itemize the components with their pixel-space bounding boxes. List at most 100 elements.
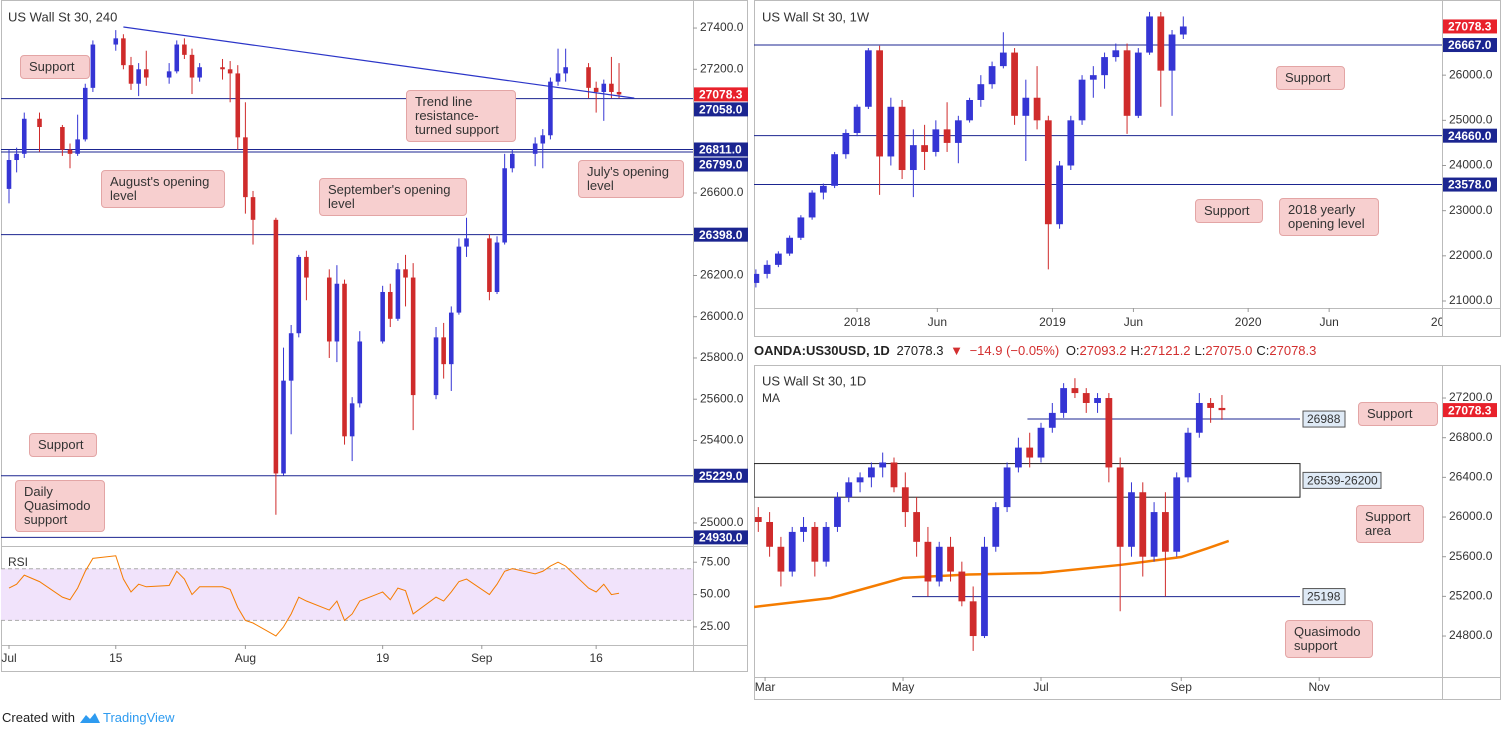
candle-body	[1011, 52, 1018, 116]
chart-title: US Wall St 30, 240	[8, 9, 117, 24]
candle-body	[1101, 57, 1108, 76]
candle-body	[797, 217, 805, 238]
symbol-header: OANDA:US30USD, 1D 27078.3 ▼ −14.9 (−0.05…	[754, 343, 1323, 358]
level-tag	[694, 157, 748, 172]
annotation: August's opening level	[101, 170, 225, 208]
x-tick-label: Jun	[1319, 315, 1338, 329]
candle-body	[879, 462, 887, 468]
y-tick-label: 26000.0	[1449, 509, 1493, 523]
y-tick-label: 25600.0	[1449, 549, 1493, 563]
candle-body	[487, 238, 492, 292]
level-tag-label: 24930.0	[699, 531, 743, 545]
legend-ma: MA	[762, 391, 780, 405]
y-tick-label: 22000.0	[1449, 248, 1493, 262]
candle-body	[1060, 388, 1068, 413]
y-tick-label: 26600.0	[700, 185, 744, 199]
candle-body	[864, 50, 872, 107]
candle-body	[774, 253, 782, 265]
rsi-line	[8, 555, 620, 637]
x-axis: Jul 15 Aug 19 Sep 16	[1, 645, 603, 665]
candle-body	[1014, 447, 1022, 468]
candle-body	[456, 246, 462, 313]
last-price-tag-label: 27078.3	[1448, 403, 1492, 417]
candle-body	[1037, 427, 1045, 458]
candle-body	[403, 269, 408, 278]
candle-body	[1056, 165, 1063, 225]
annotation: Support	[1358, 402, 1438, 426]
candle-body	[1003, 467, 1011, 508]
moving-average	[754, 539, 1230, 609]
level-tag-label: 23578.0	[1448, 178, 1492, 192]
panel-border	[1, 0, 748, 672]
y-tick-label: 25200.0	[1449, 589, 1493, 603]
level-tag-label: 25229.0	[699, 469, 743, 483]
footer-text: Created with	[2, 710, 75, 725]
candle-body	[143, 69, 149, 78]
last-price: 27078.3	[896, 343, 944, 358]
last-price-tag-label: 27078.3	[699, 88, 743, 102]
candle-body	[448, 312, 454, 365]
candle-body	[958, 571, 966, 602]
level-tag	[1443, 177, 1497, 192]
brand: TradingView	[102, 710, 175, 725]
y-tick-label: 23000.0	[1449, 203, 1493, 217]
candle-body	[1112, 50, 1120, 58]
candle-body	[136, 69, 141, 84]
candle-body	[845, 482, 853, 498]
annotation: Quasimodo support	[1285, 620, 1373, 658]
candle-body	[349, 403, 355, 437]
x-tick-label: May	[892, 680, 915, 694]
ohlc-value: 27121.2	[1143, 343, 1191, 358]
level-tag	[694, 468, 748, 483]
candle-body	[954, 120, 962, 143]
x-tick-label: 2021	[1431, 315, 1458, 329]
level-tag-label: 26811.0	[699, 143, 742, 157]
candle-body	[395, 269, 401, 319]
candle-body	[174, 44, 180, 72]
candle-body	[357, 341, 363, 404]
candle-body	[166, 71, 172, 78]
candle-body	[1022, 97, 1030, 116]
candle-body	[555, 73, 561, 82]
candle-body	[304, 256, 309, 278]
annotation: Daily Quasimodo support	[15, 480, 105, 532]
candle-body	[60, 127, 65, 150]
x-axis: 2018 Jun 2019 Jun 2020 Jun 2021	[844, 308, 1458, 329]
candle-body	[754, 273, 760, 283]
candle-body	[822, 526, 830, 562]
candle-body	[227, 69, 233, 74]
candle-body	[1162, 512, 1169, 552]
candle-body	[14, 153, 19, 161]
candle-body	[67, 149, 73, 154]
change-arrow: ▼	[950, 343, 963, 358]
candle-body	[887, 106, 895, 157]
x-tick-label: 19	[376, 651, 390, 665]
level-tag	[1443, 38, 1497, 53]
candle-body	[1157, 16, 1165, 71]
candle-body	[1071, 388, 1079, 394]
rsi-band	[1, 568, 693, 621]
y-tick-label: 24800.0	[1449, 628, 1493, 642]
x-tick-label: Sep	[1171, 680, 1193, 694]
y-tick-label: 21000.0	[1449, 293, 1493, 307]
y-tick-label: 26200.0	[700, 268, 744, 282]
candle-body	[853, 106, 861, 133]
candle-body	[947, 546, 954, 572]
last-price-tag	[694, 87, 748, 102]
candle-body	[921, 145, 928, 152]
candle-body	[788, 531, 796, 572]
x-tick-label: Mar	[755, 680, 776, 694]
chart-title: US Wall St 30, 1W	[762, 9, 870, 24]
candle-body	[935, 546, 943, 582]
candle-body	[189, 54, 195, 78]
y-tick-label: 26000.0	[700, 309, 744, 323]
candle-body	[6, 160, 12, 189]
last-price-tag	[1443, 19, 1497, 34]
y-tick-label: 25800.0	[700, 350, 744, 364]
candle-body	[464, 238, 469, 247]
level-label: 26988	[1307, 412, 1341, 426]
candle-body	[563, 67, 568, 74]
candle-body	[296, 256, 302, 334]
candle-body	[913, 512, 921, 542]
candle-body	[842, 132, 850, 155]
